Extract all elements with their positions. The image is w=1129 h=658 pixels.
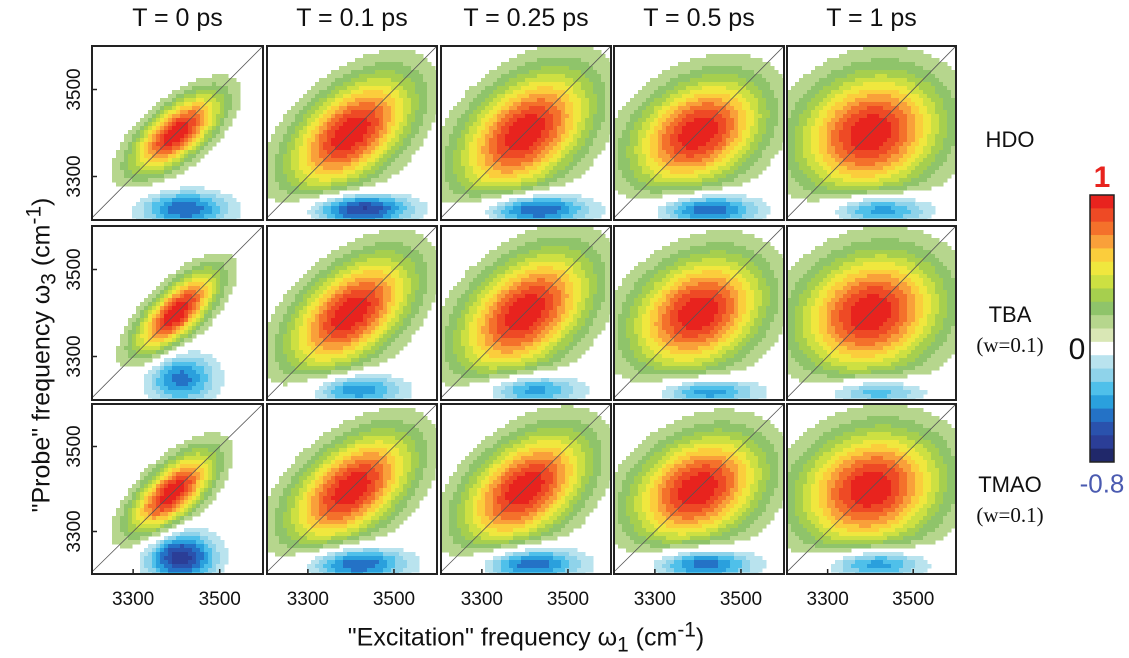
panel-contour-fill: [112, 432, 232, 576]
colorbar-band: [1090, 195, 1114, 209]
y-axis-label: "Probe" frequency ω3 (cm-1): [22, 198, 61, 513]
colorbar-band: [1090, 435, 1114, 449]
panel-r3-c1: [92, 404, 263, 576]
panel-r3-c4: [614, 404, 786, 576]
colorbar-zero-label: 0: [1069, 333, 1086, 367]
colorbar-band: [1090, 262, 1114, 276]
column-title: T = 0 ps: [132, 4, 223, 33]
column-title: T = 0.1 ps: [296, 4, 407, 33]
x-tick-label: 3500: [373, 589, 415, 610]
colorbar-band: [1090, 342, 1114, 356]
panel-r1-c4: [614, 46, 786, 222]
colorbar-band: [1090, 409, 1114, 423]
panel-contour-fill: [112, 74, 240, 222]
y-tick-label: 3500: [64, 425, 85, 467]
panel-r1-c2: [267, 46, 439, 222]
row-name: HDO: [986, 125, 1035, 155]
panel-contour-fill: [267, 408, 439, 576]
colorbar-band: [1090, 422, 1114, 436]
y-tick-label: 3300: [64, 155, 85, 197]
colorbar-band: [1090, 235, 1114, 249]
panel-contour-fill: [116, 254, 236, 402]
x-tick-label: 3300: [807, 589, 849, 610]
panel-contour-fill: [787, 404, 959, 576]
panel-r2-c5: [787, 226, 959, 402]
panel-r2-c2: [267, 226, 439, 402]
row-name: TBA: [976, 300, 1043, 330]
x-tick-label: 3500: [892, 589, 934, 610]
colorbar-band: [1090, 208, 1114, 222]
colorbar-band: [1090, 288, 1114, 302]
y-tick-label: 3500: [64, 248, 85, 290]
colorbar-band: [1090, 369, 1114, 383]
panel-contour-fill: [614, 408, 786, 576]
colorbar-band: [1090, 315, 1114, 329]
panel-r3-c3: [441, 404, 613, 576]
panel-r1-c5: [787, 46, 959, 222]
colorbar-band: [1090, 355, 1114, 369]
colorbar-band: [1090, 248, 1114, 262]
panel-contour-fill: [614, 230, 786, 402]
panel-r2-c4: [614, 226, 786, 402]
row-subtitle: (w=0.1): [976, 330, 1043, 360]
x-tick-label: 3300: [461, 589, 503, 610]
x-tick-label: 3300: [287, 589, 329, 610]
column-title: T = 1 ps: [826, 4, 917, 33]
panel-contour-fill: [441, 46, 613, 222]
colorbar-band: [1090, 395, 1114, 409]
panel-r2-c1: [92, 226, 263, 402]
row-subtitle: (w=0.1): [976, 500, 1043, 530]
panel-contour-fill: [441, 404, 613, 576]
y-tick-label: 3300: [64, 335, 85, 377]
colorbar-band: [1090, 382, 1114, 396]
x-tick-label: 3300: [112, 589, 154, 610]
panel-r3-c5: [787, 404, 959, 576]
colorbar-band: [1090, 275, 1114, 289]
colorbar-band: [1090, 222, 1114, 236]
panel-r2-c3: [441, 226, 613, 402]
y-tick-label: 3500: [64, 68, 85, 110]
x-tick-label: 3500: [199, 589, 241, 610]
colorbar-band: [1090, 302, 1114, 316]
colorbar-band: [1090, 329, 1114, 343]
y-tick-label: 3300: [64, 510, 85, 552]
row-label: HDO: [986, 125, 1035, 155]
colorbar-min-label: -0.8: [1080, 469, 1125, 500]
colorbar-band: [1090, 449, 1114, 463]
row-name: TMAO: [976, 470, 1043, 500]
panel-contour-fill: [267, 50, 439, 222]
panel-r3-c2: [267, 404, 439, 576]
x-axis-label: "Excitation" frequency ω1 (cm-1): [348, 618, 704, 657]
x-tick-label: 3500: [720, 589, 762, 610]
panel-contour-fill: [614, 54, 786, 222]
column-title: T = 0.25 ps: [463, 4, 588, 33]
colorbar-max-label: 1: [1094, 161, 1111, 195]
column-title: T = 0.5 ps: [643, 4, 754, 33]
panel-contour-fill: [267, 230, 439, 402]
panel-contour-fill: [787, 46, 959, 222]
panel-contour-fill: [787, 226, 959, 402]
panel-contour-fill: [441, 226, 613, 402]
row-label: TBA(w=0.1): [976, 300, 1043, 360]
x-tick-label: 3300: [634, 589, 676, 610]
panel-r1-c1: [92, 46, 263, 222]
x-tick-label: 3500: [547, 589, 589, 610]
panel-r1-c3: [441, 46, 613, 222]
colorbar: [1090, 195, 1114, 463]
row-label: TMAO(w=0.1): [976, 470, 1043, 530]
